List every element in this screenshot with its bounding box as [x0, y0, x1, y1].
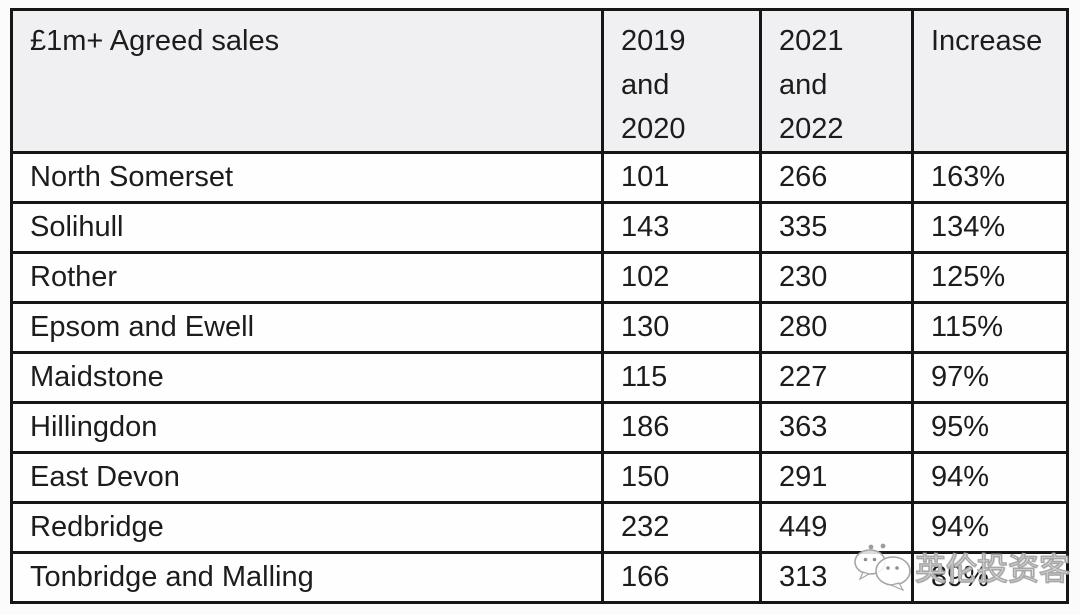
value-2019-2020-cell: 101 [601, 151, 762, 204]
value-2019-2020-cell: 232 [601, 501, 762, 554]
header-line: 2021 [779, 25, 844, 57]
table-row: Redbridge 232 449 94% [10, 501, 1069, 554]
increase-cell: 94% [911, 451, 1069, 504]
value-2021-2022-cell: 230 [759, 251, 914, 304]
area-cell: Rother [10, 251, 604, 304]
header-line: 2022 [779, 113, 844, 145]
increase-cell: 134% [911, 201, 1069, 254]
area-cell: Maidstone [10, 351, 604, 404]
increase-cell: 115% [911, 301, 1069, 354]
value-2021-2022-cell: 291 [759, 451, 914, 504]
header-cell-title: £1m+ Agreed sales [10, 8, 604, 154]
increase-cell: 163% [911, 151, 1069, 204]
value-2021-2022-cell: 449 [759, 501, 914, 554]
table-row: Tonbridge and Malling 166 313 89% [10, 551, 1069, 604]
table-row: East Devon 150 291 94% [10, 451, 1069, 504]
area-cell: Hillingdon [10, 401, 604, 454]
header-line: 2020 [621, 113, 686, 145]
header-cell-2019-2020: 2019 and 2020 [601, 8, 762, 154]
table-row: Hillingdon 186 363 95% [10, 401, 1069, 454]
increase-cell: 89% [911, 551, 1069, 604]
value-2019-2020-cell: 143 [601, 201, 762, 254]
header-cell-increase: Increase [911, 8, 1069, 154]
increase-cell: 94% [911, 501, 1069, 554]
value-2021-2022-cell: 280 [759, 301, 914, 354]
increase-cell: 125% [911, 251, 1069, 304]
agreed-sales-table: £1m+ Agreed sales 2019 and 2020 2021 and… [10, 8, 1069, 604]
increase-cell: 95% [911, 401, 1069, 454]
value-2019-2020-cell: 130 [601, 301, 762, 354]
value-2019-2020-cell: 166 [601, 551, 762, 604]
value-2021-2022-cell: 266 [759, 151, 914, 204]
value-2021-2022-cell: 363 [759, 401, 914, 454]
table-row: Epsom and Ewell 130 280 115% [10, 301, 1069, 354]
table-row: Solihull 143 335 134% [10, 201, 1069, 254]
value-2019-2020-cell: 186 [601, 401, 762, 454]
table-header-row: £1m+ Agreed sales 2019 and 2020 2021 and… [10, 8, 1069, 154]
header-line: 2019 [621, 25, 686, 57]
value-2019-2020-cell: 115 [601, 351, 762, 404]
header-line: and [779, 69, 828, 101]
area-cell: Tonbridge and Malling [10, 551, 604, 604]
increase-cell: 97% [911, 351, 1069, 404]
area-cell: Epsom and Ewell [10, 301, 604, 354]
header-line: and [621, 69, 670, 101]
value-2021-2022-cell: 335 [759, 201, 914, 254]
table-row: North Somerset 101 266 163% [10, 151, 1069, 204]
header-cell-2021-2022: 2021 and 2022 [759, 8, 914, 154]
area-cell: East Devon [10, 451, 604, 504]
area-cell: Solihull [10, 201, 604, 254]
value-2021-2022-cell: 227 [759, 351, 914, 404]
table-row: Rother 102 230 125% [10, 251, 1069, 304]
value-2019-2020-cell: 102 [601, 251, 762, 304]
value-2019-2020-cell: 150 [601, 451, 762, 504]
area-cell: North Somerset [10, 151, 604, 204]
table-row: Maidstone 115 227 97% [10, 351, 1069, 404]
area-cell: Redbridge [10, 501, 604, 554]
value-2021-2022-cell: 313 [759, 551, 914, 604]
